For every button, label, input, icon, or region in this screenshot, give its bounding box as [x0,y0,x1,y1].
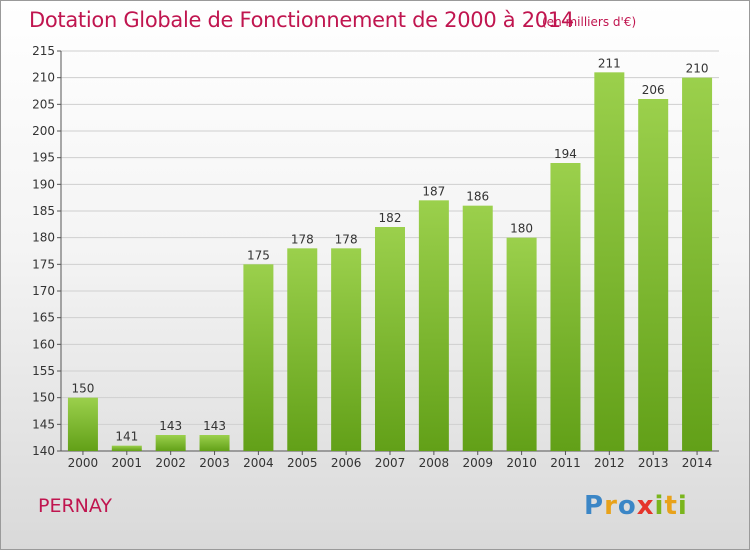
logo-letter: t [664,491,678,521]
y-tick-label: 155 [32,364,55,378]
y-tick-label: 180 [32,231,55,245]
x-tick-label: 2005 [287,456,318,470]
y-tick-label: 190 [32,177,55,191]
bar [67,397,98,451]
data-label: 143 [203,419,226,433]
proxiti-logo: Proxiti [584,491,688,521]
x-tick-label: 2004 [243,456,274,470]
data-label: 150 [71,382,94,396]
bar [375,227,405,451]
logo-letter: i [654,491,665,521]
x-tick-label: 2010 [506,456,537,470]
x-tick-label: 2006 [331,456,362,470]
y-tick-label: 185 [32,204,55,218]
y-tick-label: 200 [32,124,55,138]
bar [418,200,449,451]
logo-letter: P [584,491,605,521]
x-tick-label: 2011 [550,456,581,470]
unit-note: (en milliers d'€) [542,15,637,29]
bar [550,163,581,451]
x-tick-label: 2008 [419,456,450,470]
logo-letter: r [604,491,618,521]
bar [287,248,318,451]
y-tick-label: 215 [32,44,55,58]
data-label: 182 [379,211,402,225]
data-label: 211 [598,56,621,70]
bar [243,264,274,451]
data-label: 141 [115,430,138,444]
data-label: 178 [291,232,314,246]
x-tick-label: 2007 [375,456,406,470]
bar [199,435,230,451]
bar [111,445,142,451]
bar [638,99,669,451]
logo-letter: x [636,491,655,521]
bar [462,205,493,451]
y-tick-label: 210 [32,71,55,85]
y-tick-label: 170 [32,284,55,298]
data-label: 178 [335,232,358,246]
bar [331,248,362,451]
y-tick-label: 145 [32,417,55,431]
y-tick-label: 175 [32,257,55,271]
data-label: 210 [686,62,709,76]
bar [155,435,186,451]
logo-letter: i [677,491,688,521]
data-label: 175 [247,248,270,262]
y-tick-label: 205 [32,97,55,111]
x-tick-label: 2001 [112,456,143,470]
data-label: 180 [510,222,533,236]
bar [682,77,713,452]
y-tick-label: 195 [32,151,55,165]
y-tick-label: 160 [32,337,55,351]
data-label: 186 [466,190,489,204]
y-tick-label: 140 [32,444,55,458]
commune-name: PERNAY [38,495,113,517]
x-tick-label: 2014 [682,456,713,470]
y-tick-label: 150 [32,391,55,405]
y-tick-label: 165 [32,311,55,325]
x-tick-label: 2003 [199,456,230,470]
x-tick-label: 2012 [594,456,625,470]
x-tick-label: 2013 [638,456,669,470]
x-tick-label: 2002 [155,456,186,470]
chart-title: Dotation Globale de Fonctionnement de 20… [29,8,574,32]
x-tick-label: 2000 [68,456,99,470]
data-label: 206 [642,83,665,97]
data-label: 143 [159,419,182,433]
bar [594,72,625,451]
data-label: 187 [422,184,445,198]
bar [506,237,537,451]
x-tick-label: 2009 [462,456,493,470]
data-label: 194 [554,147,577,161]
logo-letter: o [617,491,637,521]
